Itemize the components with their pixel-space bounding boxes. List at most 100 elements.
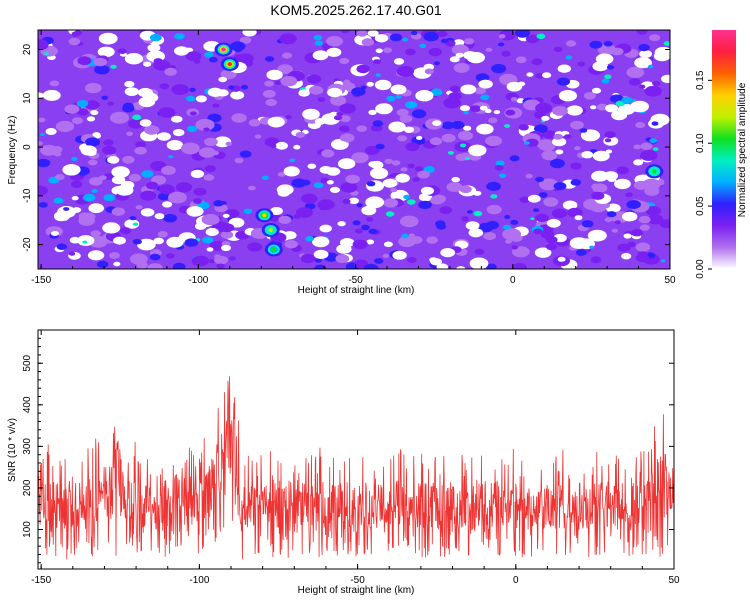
heatmap-cell <box>479 105 488 111</box>
heatmap-cell <box>461 216 470 222</box>
heatmap-cell <box>274 80 282 85</box>
heatmap-cell <box>519 196 530 203</box>
y-tick-label: 10 <box>22 92 33 104</box>
heatmap-cell <box>449 85 461 93</box>
heatmap-cell <box>551 208 568 219</box>
heatmap-cell <box>640 142 653 150</box>
heatmap-y-label: Frequency (Hz) <box>7 116 18 185</box>
heatmap-cell <box>122 104 135 113</box>
heatmap-cell <box>604 217 613 223</box>
heatmap-cell <box>399 215 419 228</box>
heatmap-peak <box>221 47 226 52</box>
heatmap-cell <box>518 124 529 131</box>
heatmap-cell <box>284 240 298 249</box>
heatmap-cell <box>92 132 101 138</box>
snr-frame <box>37 329 675 570</box>
heatmap-cell <box>501 50 511 57</box>
heatmap-cell <box>86 116 96 122</box>
heatmap-cell <box>239 150 252 158</box>
heatmap-cell <box>645 206 662 216</box>
heatmap-cell <box>343 79 351 84</box>
heatmap-cell <box>154 213 165 220</box>
heatmap-cell <box>124 53 143 65</box>
heatmap-cell <box>460 105 470 112</box>
heatmap-cell <box>113 236 126 245</box>
heatmap-cell <box>45 128 57 135</box>
heatmap-cell <box>242 30 257 37</box>
heatmap-cell <box>356 30 368 37</box>
heatmap-cell <box>569 237 589 249</box>
heatmap-cell <box>512 263 527 269</box>
heatmap-cell <box>611 228 618 233</box>
heatmap-cell <box>601 78 610 84</box>
heatmap-cell <box>647 64 654 69</box>
heatmap-cell <box>570 120 584 130</box>
heatmap-cell <box>446 182 463 192</box>
heatmap-cell <box>424 68 434 75</box>
heatmap-cell <box>267 116 285 128</box>
heatmap-cell <box>557 64 571 73</box>
heatmap-cell <box>651 121 659 126</box>
heatmap-cell <box>96 260 109 268</box>
heatmap-cell <box>614 178 631 190</box>
heatmap-cell <box>515 56 527 64</box>
y-tick-label: 300 <box>22 438 33 455</box>
heatmap-cell <box>390 84 407 95</box>
heatmap-cell <box>275 141 289 150</box>
heatmap-cell <box>171 84 189 95</box>
heatmap-cell <box>334 140 348 150</box>
heatmap-cell <box>87 250 105 261</box>
heatmap-cell <box>448 92 462 101</box>
heatmap-cell <box>339 125 350 133</box>
heatmap-cell <box>71 156 78 161</box>
heatmap-cell <box>590 105 597 110</box>
heatmap-cell <box>436 263 449 269</box>
heatmap-cells <box>38 30 670 269</box>
heatmap-cell <box>102 222 121 234</box>
heatmap-cell <box>168 191 187 204</box>
heatmap-cell <box>70 180 83 188</box>
heatmap-cell <box>38 92 44 99</box>
heatmap-cell <box>219 223 235 233</box>
heatmap-cell <box>451 176 461 183</box>
heatmap-cell <box>639 50 652 58</box>
heatmap-peak <box>271 247 276 252</box>
heatmap-cell <box>566 105 583 116</box>
heatmap-cell <box>423 63 435 71</box>
heatmap-cell <box>63 207 70 211</box>
heatmap-cell <box>230 90 245 100</box>
heatmap-cell <box>504 124 511 128</box>
heatmap-cell <box>429 257 438 263</box>
heatmap-cell <box>205 227 219 237</box>
heatmap-cell <box>591 170 609 182</box>
heatmap-cell <box>485 221 500 230</box>
heatmap-cell <box>340 182 358 193</box>
heatmap-cell <box>502 228 522 241</box>
heatmap-cell <box>247 242 263 252</box>
heatmap-cell <box>68 251 76 256</box>
heatmap-cell <box>293 214 301 219</box>
colorbar-tick-label: 0.10 <box>695 133 706 153</box>
heatmap-cell <box>534 124 548 133</box>
heatmap-cell <box>660 259 666 263</box>
heatmap-cell <box>558 90 578 102</box>
heatmap-cell <box>277 64 293 74</box>
heatmap-cell <box>389 33 403 42</box>
heatmap-cell <box>514 30 531 38</box>
heatmap-cell <box>261 175 269 180</box>
heatmap-cell <box>610 47 624 56</box>
heatmap-cell <box>545 243 558 251</box>
heatmap-cell <box>631 98 637 102</box>
heatmap-cell <box>375 143 385 150</box>
heatmap-cell <box>634 57 652 69</box>
heatmap-cell <box>435 220 446 227</box>
heatmap-frame <box>37 29 671 270</box>
heatmap-cell <box>553 133 563 140</box>
heatmap-cell <box>451 44 470 56</box>
heatmap-cell <box>649 34 661 42</box>
heatmap-cell <box>128 118 144 129</box>
heatmap-cell <box>473 210 483 217</box>
heatmap-cell <box>661 74 670 84</box>
heatmap-cell <box>407 257 417 263</box>
heatmap-cell <box>171 115 183 123</box>
